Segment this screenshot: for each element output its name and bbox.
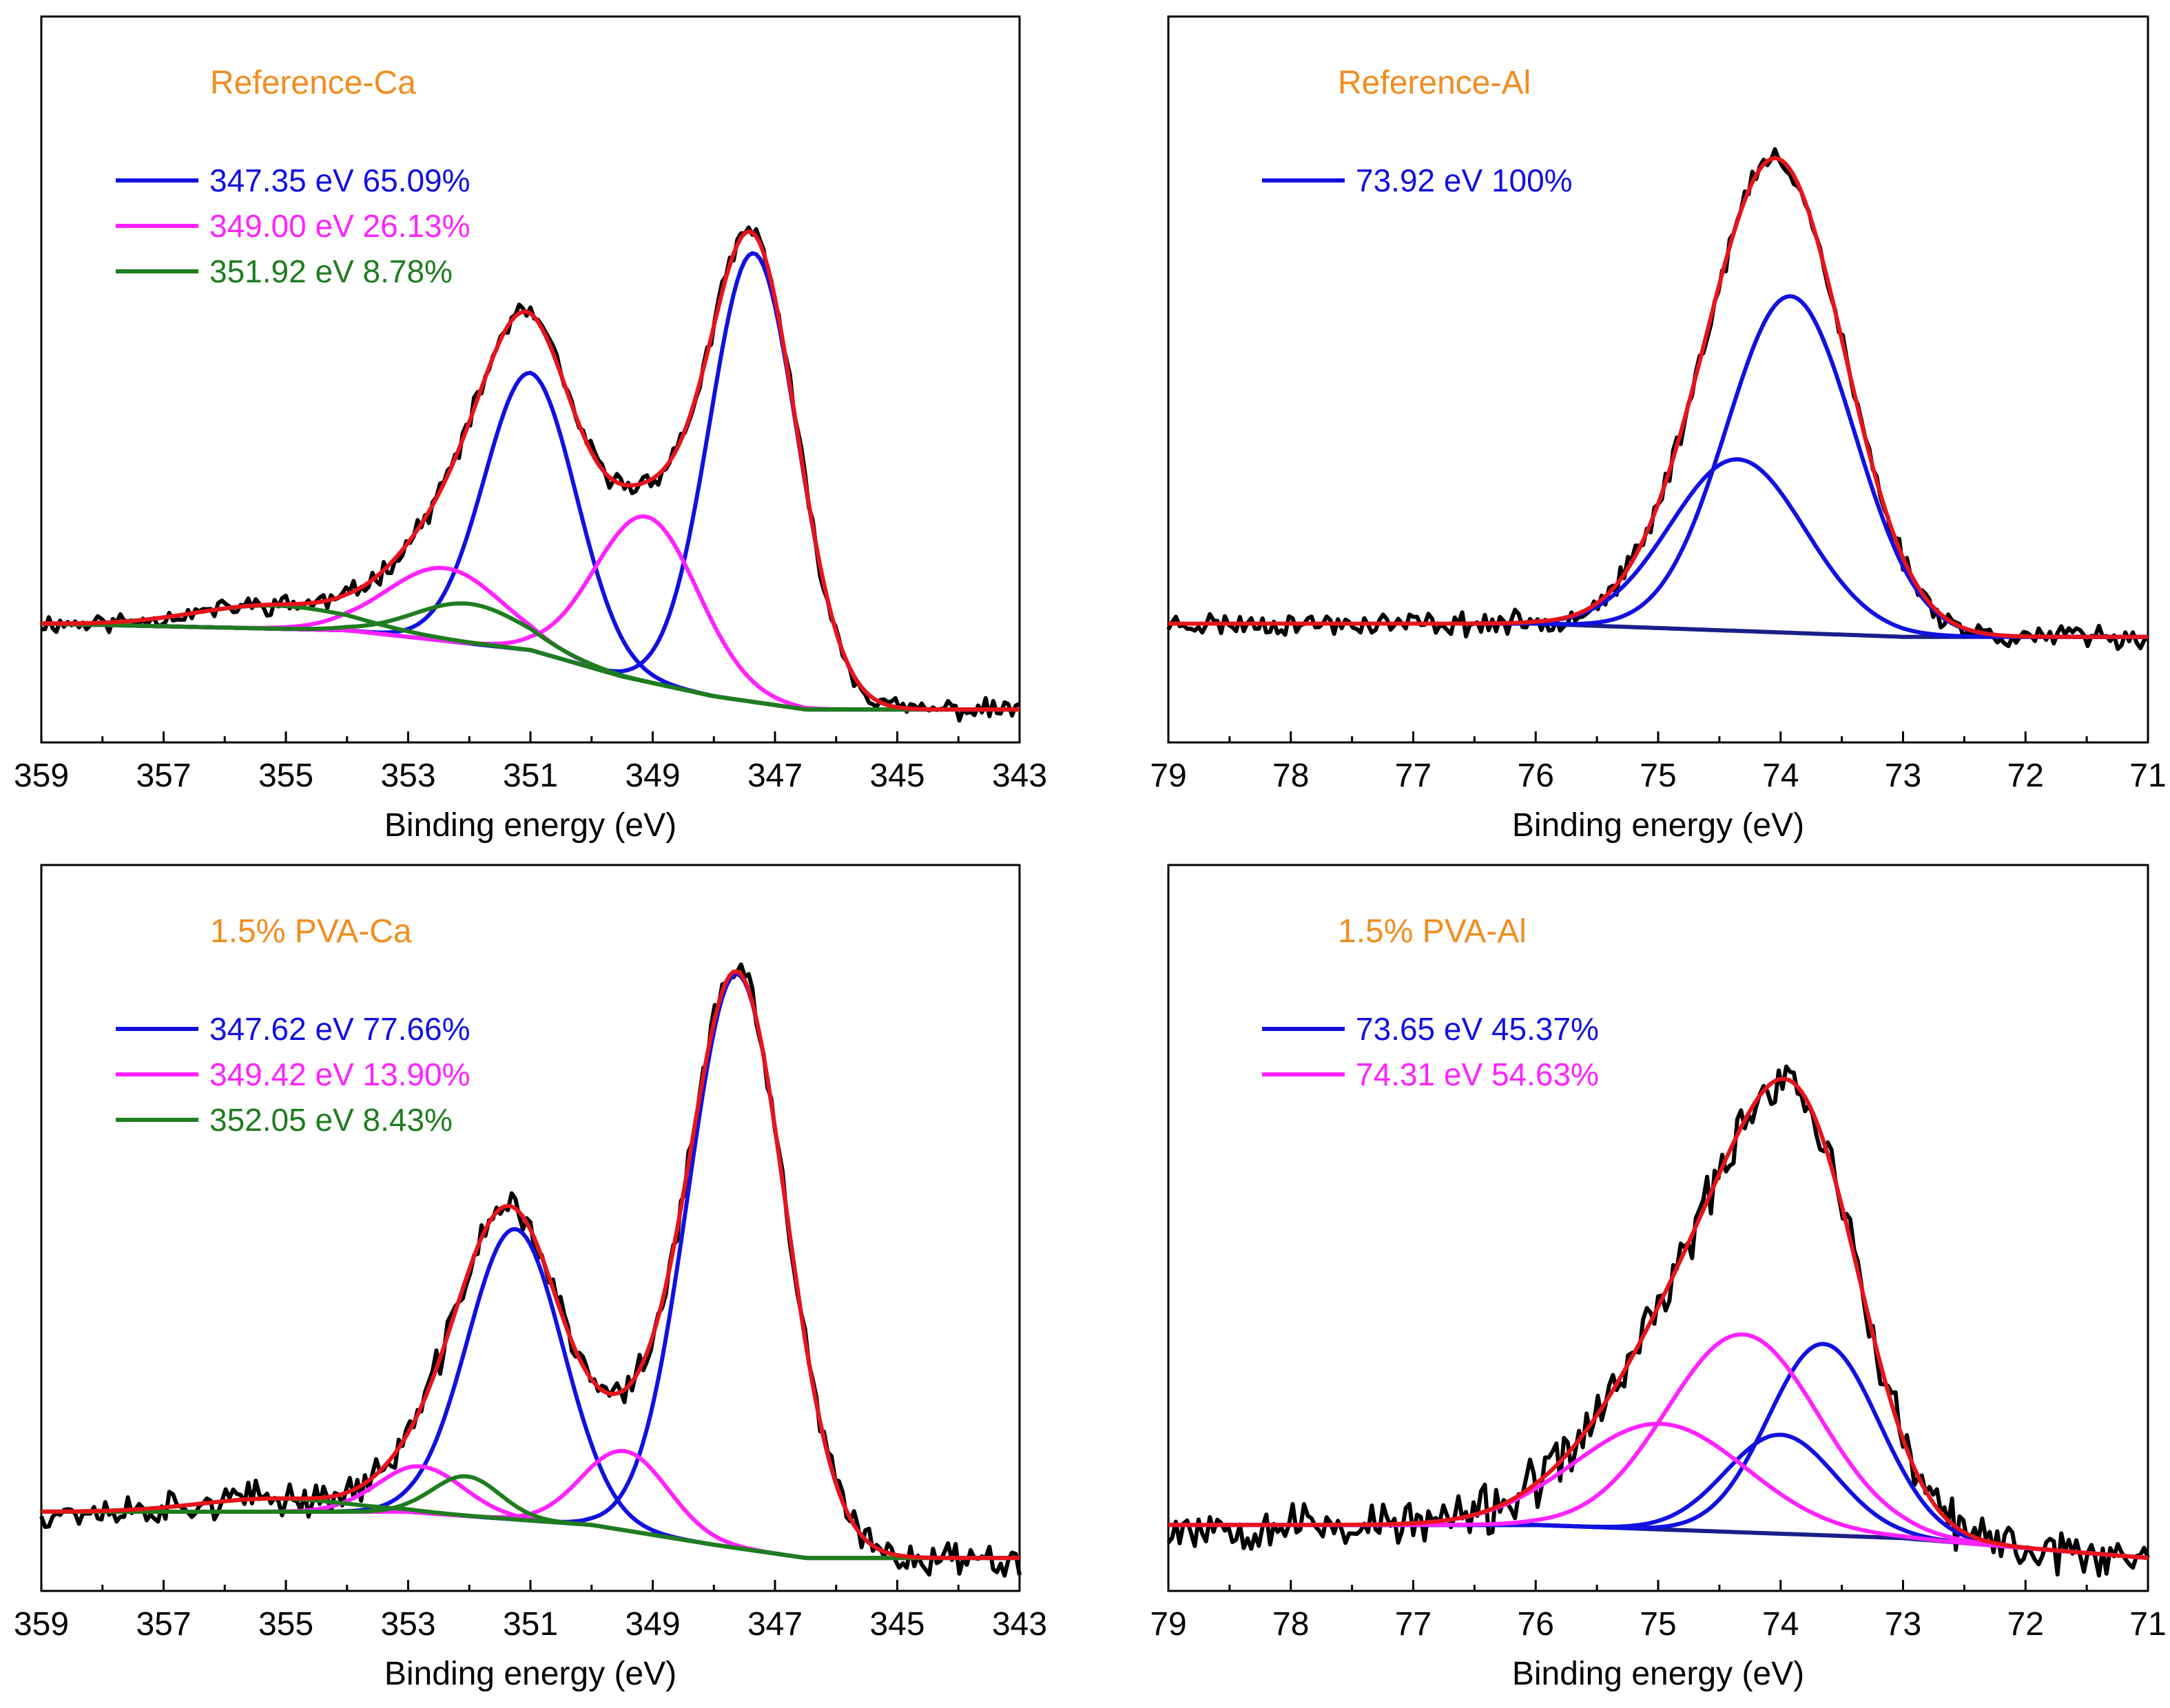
magenta-component-peak-3 xyxy=(1168,1421,2149,1561)
legend: 73.65 eV 45.37% 74.31 eV 54.63% xyxy=(1262,1011,1599,1092)
x-tick-label: 349 xyxy=(625,758,680,794)
x-tick-label: 349 xyxy=(625,1606,680,1643)
x-tick-label: 355 xyxy=(258,758,313,794)
x-axis-label: Binding energy (eV) xyxy=(1512,1656,1804,1692)
fit-envelope-line xyxy=(1168,156,2148,639)
legend-label: 349.00 eV 26.13% xyxy=(209,208,471,244)
x-axis-label: Binding energy (eV) xyxy=(384,807,676,844)
x-axis-ticks: 359 357 355 353 351 349 347 345 343 xyxy=(14,1580,1047,1643)
fit-envelope-line xyxy=(41,969,1020,1561)
x-tick-label: 79 xyxy=(1150,1606,1186,1643)
legend-label: 347.62 eV 77.66% xyxy=(209,1011,471,1047)
plot-frame xyxy=(1167,864,2149,1592)
plot-frame xyxy=(40,15,1021,744)
blue-component-peak-1 xyxy=(1168,1433,2149,1561)
blue-component-peak-0 xyxy=(41,251,1020,712)
legend-label: 73.65 eV 45.37% xyxy=(1356,1011,1599,1047)
panel-title: Reference-Ca xyxy=(210,65,416,101)
x-axis-ticks: 79 78 77 76 75 74 73 72 71 xyxy=(1150,731,2167,794)
green-component-peak-4 xyxy=(41,601,1020,712)
plot-area xyxy=(1166,147,2149,652)
x-tick-label: 353 xyxy=(380,1606,435,1643)
x-tick-label: 343 xyxy=(992,758,1047,794)
x-tick-label: 347 xyxy=(747,1606,803,1643)
legend-label: 73.92 eV 100% xyxy=(1356,163,1573,198)
x-tick-label: 75 xyxy=(1640,1606,1676,1643)
plot-area xyxy=(39,962,1022,1578)
blue-component-peak-1 xyxy=(41,1227,1020,1561)
x-tick-label: 343 xyxy=(992,1606,1047,1643)
x-tick-label: 79 xyxy=(1150,758,1186,794)
legend-label: 349.42 eV 13.90% xyxy=(209,1056,471,1092)
panel-ref-ca: 359 357 355 353 351 349 347 345 343 Reference-Ca… xyxy=(14,15,1047,844)
x-axis-ticks: 359 357 355 353 351 349 347 345 343 xyxy=(14,731,1047,794)
panel-pva-al: 79 78 77 76 75 74 73 72 71 1.5% PVA-Al 73.65 eV … xyxy=(1150,864,2167,1692)
blue-component-peak-1 xyxy=(41,371,1020,712)
x-tick-label: 72 xyxy=(2007,758,2044,794)
blue-component-peak-1 xyxy=(1168,457,2148,639)
x-tick-label: 76 xyxy=(1518,758,1554,794)
x-tick-label: 359 xyxy=(14,1606,69,1643)
blue-component-peak-0 xyxy=(41,971,1020,1561)
x-tick-label: 351 xyxy=(503,1606,558,1643)
panel-title: Reference-Al xyxy=(1338,65,1531,101)
x-tick-label: 353 xyxy=(380,758,435,794)
x-tick-label: 74 xyxy=(1762,1606,1799,1643)
x-tick-label: 72 xyxy=(2007,1606,2044,1643)
panel-title: 1.5% PVA-Ca xyxy=(210,913,412,950)
fit-envelope-line xyxy=(1168,1076,2149,1561)
x-tick-label: 73 xyxy=(1885,758,1921,794)
x-tick-label: 347 xyxy=(747,758,803,794)
plot-area xyxy=(41,225,1021,723)
x-axis-ticks: 79 78 77 76 75 74 73 72 71 xyxy=(1150,1580,2167,1643)
raw-spectrum-line xyxy=(1166,1064,2150,1578)
x-tick-label: 77 xyxy=(1395,758,1432,794)
x-tick-label: 345 xyxy=(869,1606,924,1643)
x-tick-label: 351 xyxy=(503,758,558,794)
legend: 347.35 eV 65.09% 349.00 eV 26.13% 351.92 e… xyxy=(116,163,471,289)
x-tick-label: 73 xyxy=(1885,1606,1921,1643)
panel-ref-al: 79 78 77 76 75 74 73 72 71 Reference-Al 73.92 eV… xyxy=(1150,15,2167,844)
legend-label: 347.35 eV 65.09% xyxy=(209,163,471,198)
legend-label: 352.05 eV 8.43% xyxy=(209,1102,453,1138)
x-tick-label: 78 xyxy=(1272,758,1309,794)
blue-component-peak-0 xyxy=(1168,294,2148,639)
plot-area xyxy=(1166,1064,2150,1578)
green-component-peak-5 xyxy=(41,603,1020,712)
raw-spectrum-line xyxy=(41,225,1021,723)
x-tick-label: 78 xyxy=(1272,1606,1309,1643)
x-axis-label: Binding energy (eV) xyxy=(1512,807,1804,844)
x-tick-label: 359 xyxy=(14,758,69,794)
x-tick-label: 74 xyxy=(1762,758,1799,794)
fit-envelope-line xyxy=(41,229,1020,712)
panel-title: 1.5% PVA-Al xyxy=(1338,913,1527,950)
legend-label: 351.92 eV 8.78% xyxy=(209,253,453,289)
legend: 73.92 eV 100% xyxy=(1262,163,1573,198)
x-tick-label: 345 xyxy=(869,758,924,794)
x-tick-label: 75 xyxy=(1640,758,1676,794)
x-tick-label: 71 xyxy=(2129,758,2166,794)
x-tick-label: 76 xyxy=(1518,1606,1554,1643)
x-tick-label: 357 xyxy=(136,758,191,794)
legend-label: 74.31 eV 54.63% xyxy=(1356,1056,1599,1092)
raw-spectrum-line xyxy=(1166,147,2149,652)
x-tick-label: 357 xyxy=(136,1606,191,1643)
x-tick-label: 71 xyxy=(2129,1606,2166,1643)
panel-pva-ca: 359 357 355 353 351 349 347 345 343 1.5% PVA-Ca … xyxy=(14,864,1047,1692)
legend: 347.62 eV 77.66% 349.42 eV 13.90% 352.05 e… xyxy=(116,1011,471,1138)
x-tick-label: 355 xyxy=(258,1606,313,1643)
x-axis-label: Binding energy (eV) xyxy=(384,1656,676,1692)
x-tick-label: 77 xyxy=(1395,1606,1432,1643)
raw-spectrum-line xyxy=(39,962,1022,1578)
